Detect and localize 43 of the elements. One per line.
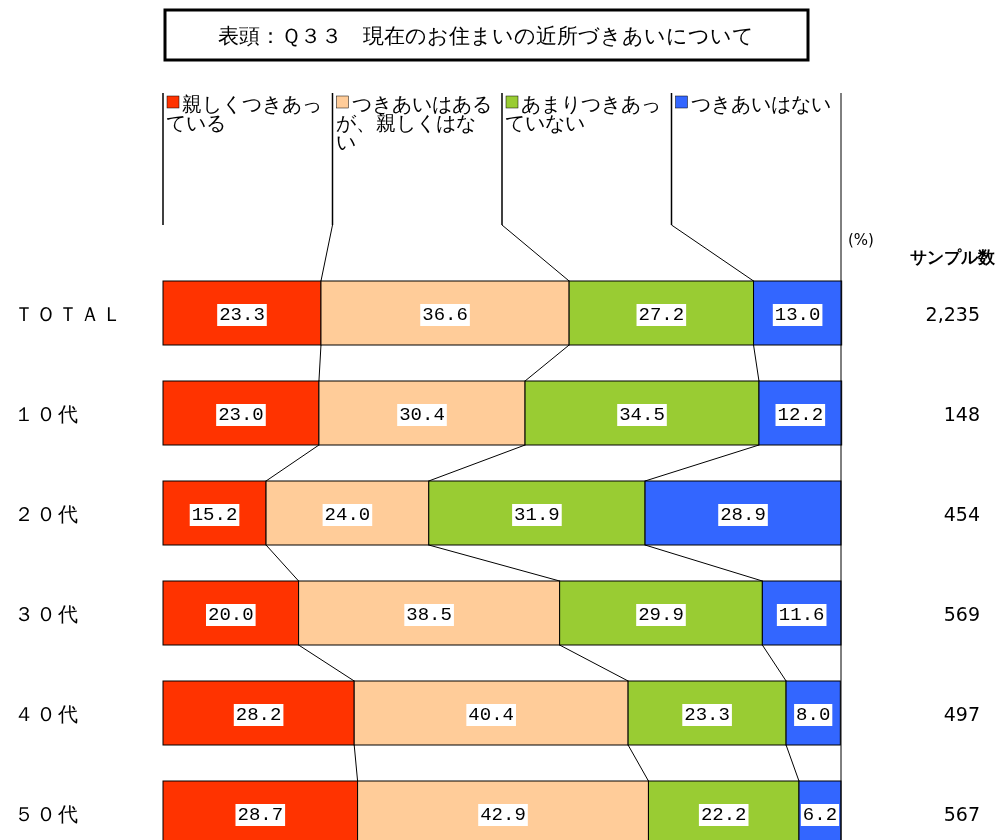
data-label: 28.9 <box>720 504 766 526</box>
text: サンプル数 <box>909 247 996 267</box>
data-label: 20.0 <box>208 604 254 626</box>
data-label: 42.9 <box>480 804 526 826</box>
data-label: 36.6 <box>422 304 468 326</box>
data-label: 15.2 <box>191 504 238 526</box>
data-label: 28.7 <box>237 804 284 826</box>
y-tick-label: １０代 <box>14 402 80 426</box>
text: 569 <box>943 603 980 625</box>
text: (%) <box>848 231 874 249</box>
data-label: 40.4 <box>468 704 514 726</box>
y-tick-label: ２０代 <box>14 502 80 526</box>
data-label: 38.5 <box>406 604 452 626</box>
data-label: 29.9 <box>638 604 684 626</box>
y-tick-label: ５０代 <box>14 802 80 826</box>
legend-label: つきあいはあるが、親しくはない <box>335 92 492 154</box>
data-label: 11.6 <box>778 604 825 626</box>
y-tick-label: ＴＯＴＡＬ <box>14 302 124 326</box>
data-label: 6.2 <box>802 804 838 826</box>
data-label: 31.9 <box>514 504 560 526</box>
text: 2,235 <box>925 303 980 325</box>
text: 497 <box>943 703 980 725</box>
data-label: 23.0 <box>218 404 264 426</box>
data-label: 30.4 <box>399 404 445 426</box>
data-label: 28.2 <box>235 704 282 726</box>
data-label: 12.2 <box>777 404 824 426</box>
text: 454 <box>943 503 980 525</box>
chart-title: 表頭：Ｑ３３ 現在のお住まいの近所づきあいについて <box>218 24 754 48</box>
text: 148 <box>943 403 980 425</box>
data-label: 27.2 <box>638 304 685 326</box>
legend-label: 親しくつきあっている <box>166 92 322 135</box>
data-label: 13.0 <box>774 304 821 326</box>
legend-label: あまりつきあっていない <box>505 92 661 135</box>
text: 567 <box>943 803 980 825</box>
y-tick-label: ３０代 <box>14 602 80 626</box>
data-label: 8.0 <box>796 704 831 726</box>
legend-label: つきあいはない <box>690 92 831 116</box>
data-label: 23.3 <box>219 304 265 326</box>
y-tick-label: ４０代 <box>14 702 80 726</box>
data-label: 23.3 <box>684 704 730 726</box>
data-label: 24.0 <box>324 504 371 526</box>
data-label: 22.2 <box>700 804 747 826</box>
data-label: 34.5 <box>619 404 665 426</box>
